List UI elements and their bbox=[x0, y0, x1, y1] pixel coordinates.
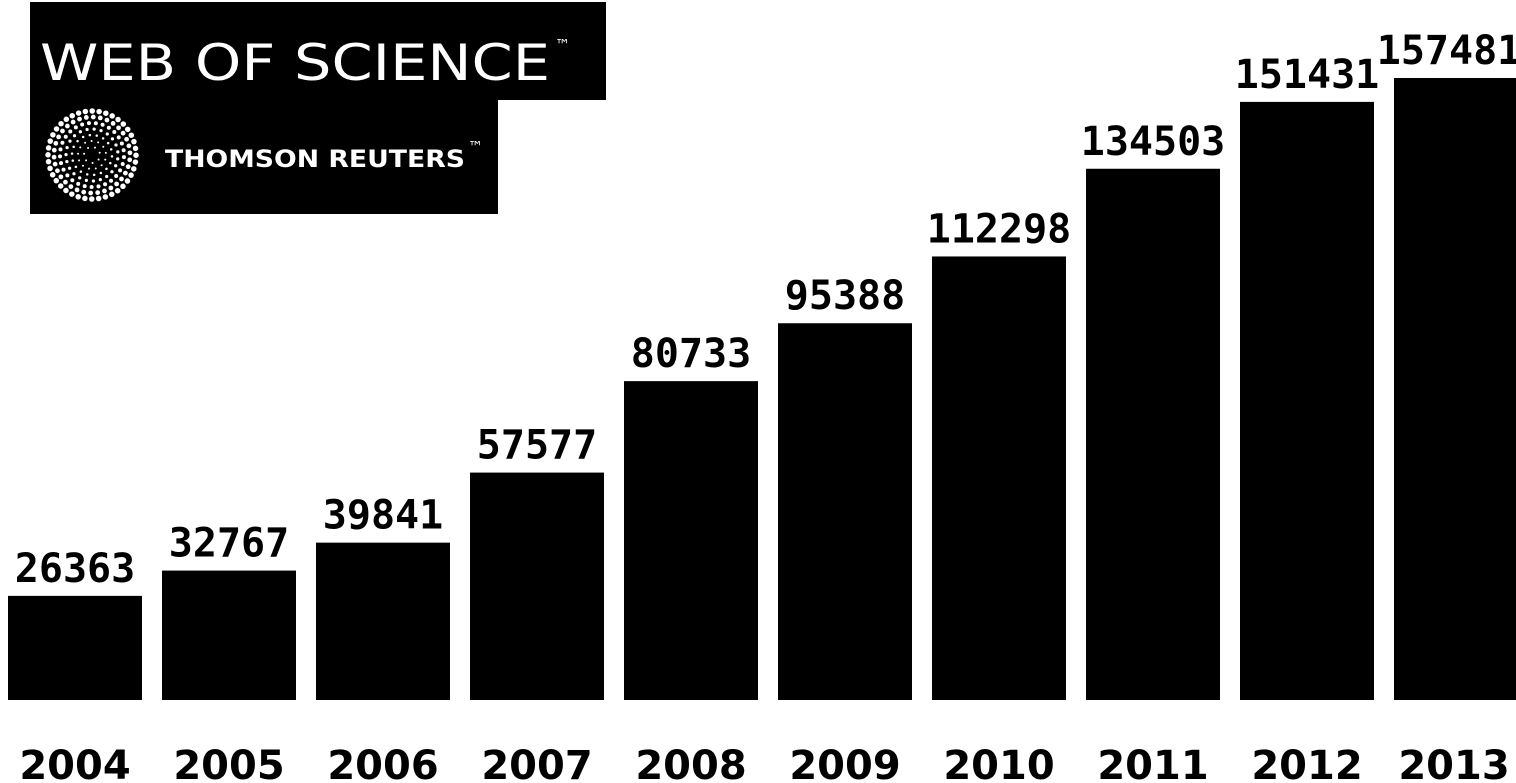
category-label-2013: 2013 bbox=[1398, 743, 1509, 783]
bar-2006 bbox=[316, 542, 450, 700]
logo-web-of-science: WEB OF SCIENCE ™ THOMSON REUTERS ™ bbox=[30, 2, 606, 214]
bar-2005 bbox=[162, 570, 296, 700]
bar-2007 bbox=[470, 472, 604, 700]
logo-company: THOMSON REUTERS bbox=[165, 145, 465, 173]
value-label-2005: 32767 bbox=[169, 521, 289, 567]
logo-title-trademark: ™ bbox=[555, 36, 570, 54]
category-label-2011: 2011 bbox=[1097, 743, 1208, 783]
bar-2004 bbox=[8, 595, 142, 700]
category-label-2008: 2008 bbox=[635, 743, 746, 783]
value-label-2007: 57577 bbox=[477, 423, 597, 469]
category-label-2005: 2005 bbox=[173, 743, 284, 783]
value-label-2004: 26363 bbox=[15, 546, 135, 592]
bar-2009 bbox=[778, 323, 912, 700]
logo-company-trademark: ™ bbox=[468, 138, 483, 156]
value-label-2008: 80733 bbox=[631, 331, 751, 377]
bar-2010 bbox=[932, 256, 1066, 700]
category-label-2010: 2010 bbox=[943, 743, 1054, 783]
bar-2013 bbox=[1394, 78, 1516, 700]
category-label-2007: 2007 bbox=[481, 743, 592, 783]
bar-2008 bbox=[624, 381, 758, 700]
category-label-2004: 2004 bbox=[19, 743, 130, 783]
category-label-2009: 2009 bbox=[789, 743, 900, 783]
value-label-2011: 134503 bbox=[1081, 119, 1226, 165]
value-labels: 26363 32767 39841 57577 80733 95388 1122981345… bbox=[15, 28, 1516, 592]
category-labels: 2004 2005 2006 2007 2008 2009 2010 2011 2012 2013 bbox=[19, 743, 1509, 783]
value-label-2009: 95388 bbox=[785, 273, 905, 319]
bar-2012 bbox=[1240, 101, 1374, 701]
thomson-reuters-sphere-icon bbox=[45, 108, 139, 202]
category-label-2006: 2006 bbox=[327, 743, 438, 783]
value-label-2012: 151431 bbox=[1235, 52, 1380, 98]
bars bbox=[8, 78, 1516, 701]
logo-title-background bbox=[30, 2, 606, 100]
value-label-2010: 112298 bbox=[927, 206, 1072, 252]
value-label-2006: 39841 bbox=[323, 493, 443, 539]
logo-title: WEB OF SCIENCE bbox=[40, 34, 550, 92]
bar-2011 bbox=[1086, 168, 1220, 701]
value-label-2013: 157481 bbox=[1377, 28, 1516, 74]
category-label-2012: 2012 bbox=[1251, 743, 1362, 783]
